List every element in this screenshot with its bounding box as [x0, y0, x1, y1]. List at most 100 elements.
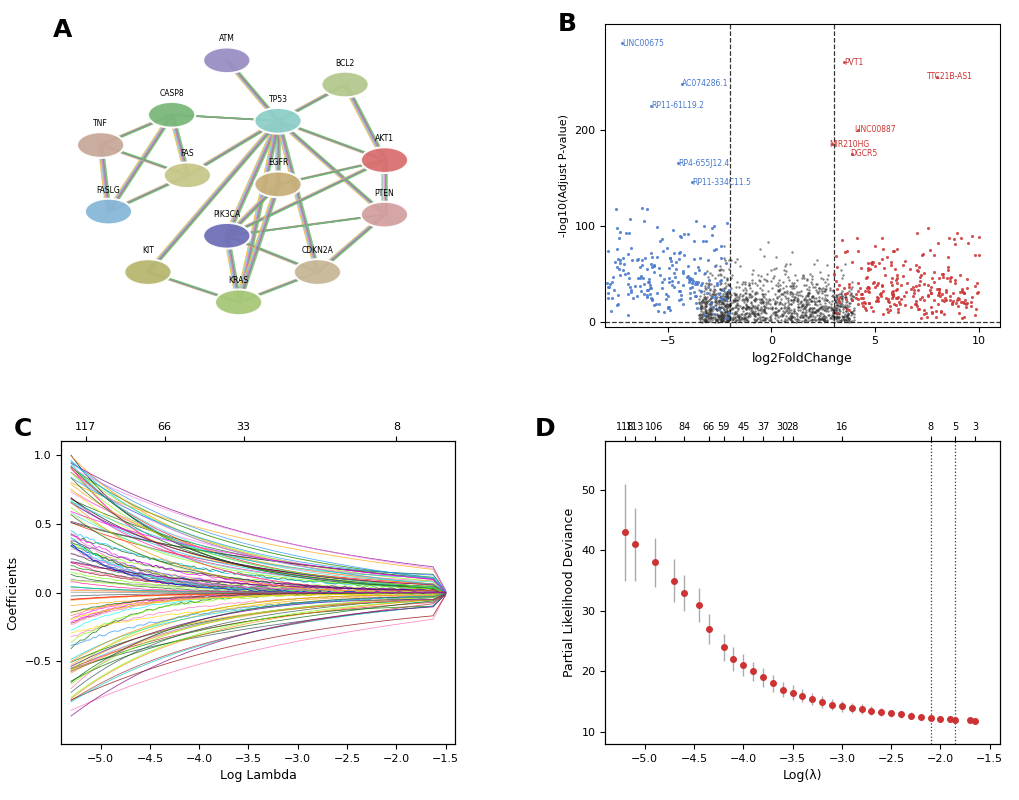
Point [693, 307, 709, 320]
Point [725, 294, 741, 306]
Point [793, 298, 809, 311]
Point [717, 305, 734, 318]
Point [683, 277, 699, 290]
Point [883, 245, 900, 258]
Point [813, 302, 829, 314]
Point [638, 290, 654, 303]
Point [808, 309, 824, 322]
Point [907, 294, 923, 307]
Point [840, 300, 856, 313]
Point [776, 268, 793, 281]
Point [639, 276, 655, 289]
Point [802, 309, 818, 322]
Point [806, 298, 822, 311]
Point [819, 309, 836, 322]
Point [772, 310, 789, 322]
Point [719, 285, 736, 298]
Point [789, 298, 805, 310]
Point [710, 301, 727, 314]
Point [790, 300, 806, 313]
Point [697, 314, 713, 326]
Point [732, 300, 748, 313]
Point [834, 310, 850, 322]
Point [825, 315, 842, 328]
Point [797, 307, 813, 320]
Point [774, 308, 791, 321]
Point [827, 314, 844, 327]
Point [699, 254, 715, 266]
Point [721, 282, 738, 294]
Point [650, 298, 666, 310]
Point [794, 310, 810, 323]
Point [697, 277, 713, 290]
Point [873, 243, 890, 256]
Point [875, 262, 892, 274]
Point [735, 289, 751, 302]
Point [745, 309, 761, 322]
Point [697, 234, 713, 247]
Point [839, 294, 855, 307]
Point [632, 270, 648, 282]
Point [824, 311, 841, 324]
Point [692, 300, 708, 313]
Point [762, 263, 779, 276]
Point [743, 298, 759, 311]
Point [782, 298, 798, 310]
Point [717, 299, 734, 312]
Point [872, 253, 889, 266]
Point [767, 302, 784, 314]
Point [696, 300, 712, 313]
Point [786, 291, 802, 304]
Point [709, 263, 726, 276]
Point [845, 303, 861, 316]
Point [864, 304, 880, 317]
Point [813, 285, 829, 298]
Point [843, 256, 859, 269]
Point [835, 300, 851, 313]
Point [705, 279, 721, 292]
Point [700, 294, 716, 306]
Point [877, 302, 894, 315]
Point [969, 249, 985, 262]
Point [762, 314, 779, 327]
Point [777, 302, 794, 314]
Point [712, 310, 729, 322]
Point [838, 291, 854, 304]
Point [959, 236, 975, 249]
Point [796, 309, 812, 322]
Point [598, 277, 614, 290]
Point [822, 138, 839, 150]
Point [697, 299, 713, 312]
Point [941, 231, 957, 244]
Point [721, 296, 738, 309]
Point [693, 300, 709, 313]
Point [642, 278, 658, 291]
Point [712, 290, 729, 302]
Point [773, 308, 790, 321]
Point [824, 302, 841, 315]
Point [775, 306, 792, 319]
Point [692, 312, 708, 325]
Point [732, 308, 748, 321]
Point [656, 293, 673, 306]
Point [835, 313, 851, 326]
Point [768, 309, 785, 322]
Point [789, 285, 805, 298]
Point [691, 314, 707, 327]
Point [811, 302, 827, 314]
Point [826, 303, 843, 316]
Point [756, 312, 772, 325]
Point [769, 285, 786, 298]
Point [698, 294, 714, 307]
Point [732, 311, 748, 324]
Point [810, 282, 826, 294]
Point [808, 304, 824, 317]
Point [917, 306, 933, 319]
Point [720, 294, 737, 307]
Point [675, 298, 691, 310]
Point [725, 295, 741, 308]
Point [843, 287, 859, 300]
Point [693, 300, 709, 313]
Point [782, 313, 798, 326]
Point [813, 291, 829, 304]
